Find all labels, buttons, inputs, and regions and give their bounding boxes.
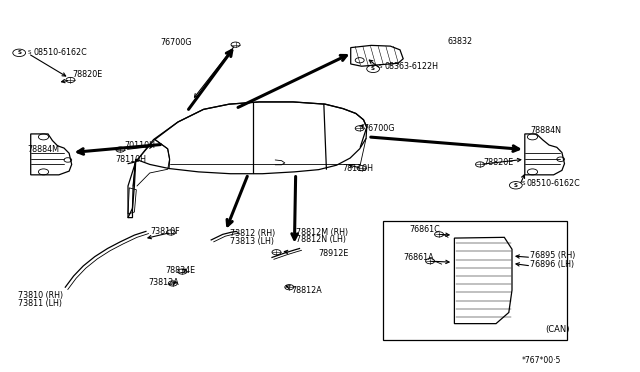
- Text: S: S: [371, 66, 375, 71]
- Text: 78912E: 78912E: [319, 249, 349, 258]
- Text: 70110H: 70110H: [125, 141, 156, 150]
- Text: 08510-6162C: 08510-6162C: [34, 48, 88, 57]
- Text: 78110H: 78110H: [342, 164, 373, 173]
- Text: (CAN): (CAN): [545, 325, 570, 334]
- Text: 73812 (RH): 73812 (RH): [230, 229, 276, 238]
- Text: 08363-6122H: 08363-6122H: [385, 62, 438, 71]
- Text: 76700G: 76700G: [160, 38, 191, 47]
- Text: 76700G: 76700G: [364, 124, 395, 133]
- Text: 76896 (LH): 76896 (LH): [530, 260, 574, 269]
- Text: 78110H: 78110H: [115, 155, 146, 164]
- Text: 78812M (RH): 78812M (RH): [296, 228, 348, 237]
- Text: S: S: [17, 50, 21, 55]
- Text: 73810F: 73810F: [150, 227, 180, 236]
- Text: 73813 (LH): 73813 (LH): [230, 237, 275, 246]
- Text: 78820E: 78820E: [72, 70, 102, 79]
- Text: 76861C: 76861C: [410, 225, 440, 234]
- Text: 78820E: 78820E: [483, 158, 513, 167]
- Text: *767*00·5: *767*00·5: [522, 356, 561, 365]
- Text: S: S: [379, 64, 382, 70]
- Text: 78812N (LH): 78812N (LH): [296, 235, 346, 244]
- Text: 78884M: 78884M: [27, 145, 59, 154]
- Text: 78812A: 78812A: [291, 286, 322, 295]
- Text: S: S: [514, 183, 518, 188]
- Text: S: S: [522, 180, 525, 186]
- Text: 73812A: 73812A: [148, 278, 179, 287]
- Text: 78884N: 78884N: [530, 126, 561, 135]
- Text: 08510-6162C: 08510-6162C: [526, 179, 580, 187]
- Text: 76895 (RH): 76895 (RH): [530, 251, 575, 260]
- Text: 78834E: 78834E: [165, 266, 195, 275]
- Text: 76861A: 76861A: [403, 253, 434, 262]
- Text: S: S: [28, 50, 31, 55]
- Text: 63832: 63832: [448, 37, 473, 46]
- Text: 73811 (LH): 73811 (LH): [18, 299, 62, 308]
- Text: 73810 (RH): 73810 (RH): [18, 291, 63, 300]
